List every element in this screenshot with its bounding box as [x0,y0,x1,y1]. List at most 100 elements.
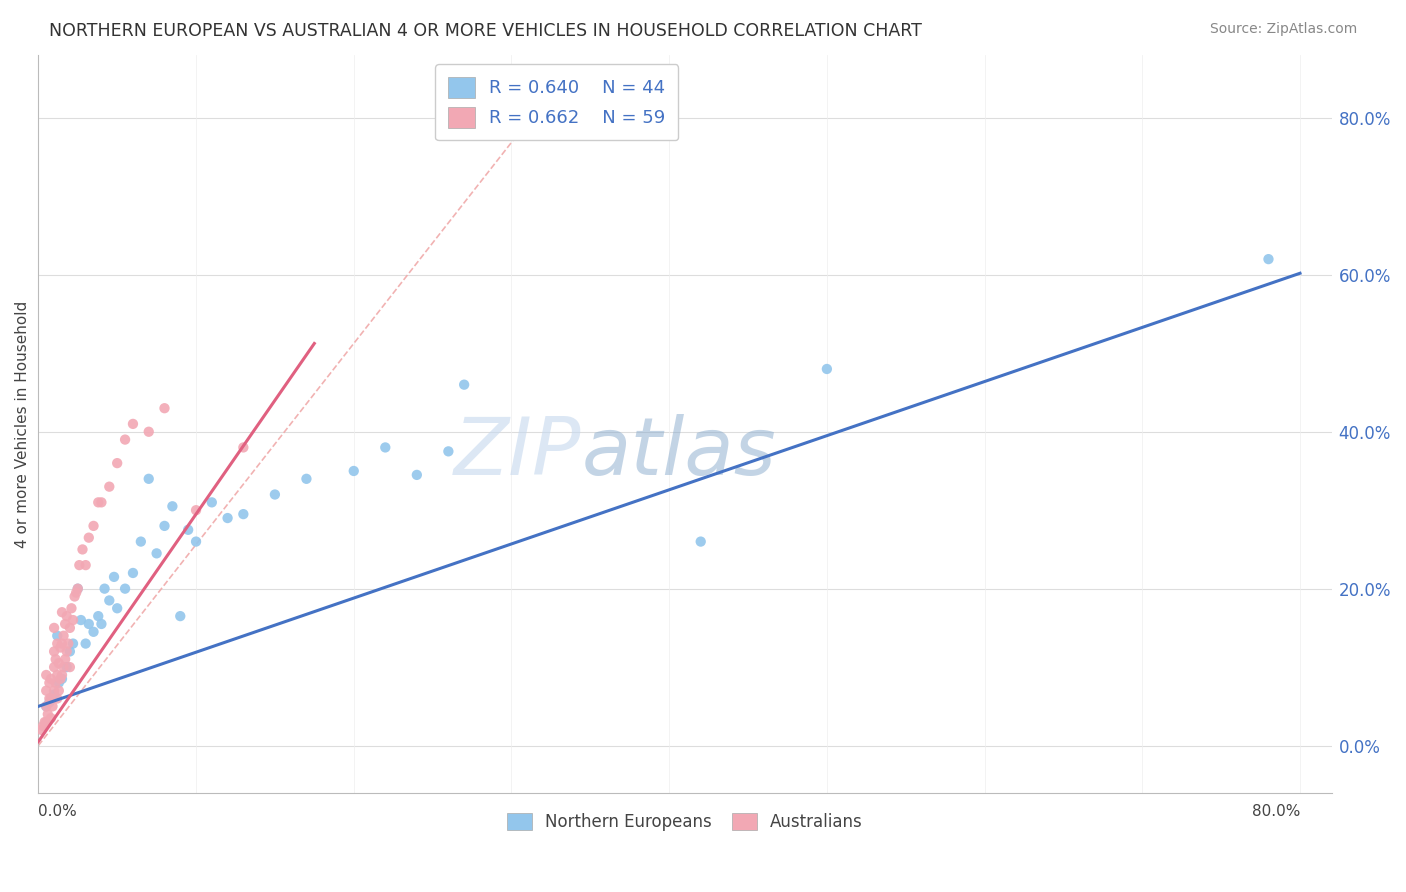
Point [42,683,65,698]
Point [42,660,65,674]
Legend: Northern Europeans, Australians: Northern Europeans, Australians [502,808,868,836]
Point [60,601,83,615]
Point [374,441,396,455]
Point [87,495,110,509]
Point [42,688,65,702]
Point [51,605,73,619]
Point [48,683,70,698]
Point [35,699,58,714]
Text: 0.0%: 0.0% [38,805,77,820]
Point [815,362,838,376]
Point [184,534,207,549]
Point [162,500,184,514]
Point [48,656,70,670]
Point [63,590,86,604]
Point [264,487,287,501]
Point [169,609,191,624]
Point [37,707,59,722]
Point [184,503,207,517]
Point [122,566,145,580]
Point [177,523,200,537]
Point [52,629,75,643]
Point [129,534,152,549]
Point [98,593,121,607]
Point [66,582,89,596]
Point [232,441,254,455]
Point [55,660,77,674]
Point [39,691,62,706]
Point [39,711,62,725]
Point [51,672,73,686]
Point [98,480,121,494]
Point [75,637,97,651]
Point [45,652,67,666]
Point [55,609,77,624]
Point [48,675,70,690]
Text: NORTHERN EUROPEAN VS AUSTRALIAN 4 OR MORE VEHICLES IN HOUSEHOLD CORRELATION CHAR: NORTHERN EUROPEAN VS AUSTRALIAN 4 OR MOR… [49,22,922,40]
Point [343,464,366,478]
Point [35,714,58,729]
Point [77,531,100,545]
Point [59,660,82,674]
Text: 80.0%: 80.0% [1251,805,1301,820]
Point [52,660,75,674]
Point [153,519,176,533]
Point [53,652,76,666]
Point [67,558,90,573]
Point [39,691,62,706]
Point [122,417,145,431]
Point [689,534,711,549]
Point [49,672,72,686]
Point [51,668,73,682]
Point [1257,252,1279,267]
Point [46,629,69,643]
Point [46,637,69,651]
Point [31,723,53,737]
Point [35,668,58,682]
Point [59,644,82,658]
Point [62,637,84,651]
Point [105,456,128,470]
Point [38,691,60,706]
Point [55,644,77,658]
Point [32,719,55,733]
Point [59,621,82,635]
Point [75,558,97,573]
Point [39,672,62,686]
Point [145,546,167,560]
Point [46,691,69,706]
Point [201,495,224,509]
Point [38,675,60,690]
Point [62,613,84,627]
Point [453,377,475,392]
Point [83,624,105,639]
Text: Source: ZipAtlas.com: Source: ZipAtlas.com [1209,22,1357,37]
Point [35,683,58,698]
Point [42,621,65,635]
Point [114,582,136,596]
Point [35,699,58,714]
Point [51,637,73,651]
Point [232,507,254,521]
Text: ZIP: ZIP [454,415,582,492]
Point [138,425,160,439]
Point [72,542,94,557]
Point [405,467,427,482]
Point [49,640,72,655]
Y-axis label: 4 or more Vehicles in Household: 4 or more Vehicles in Household [15,301,30,548]
Point [90,495,112,509]
Point [217,511,239,525]
Point [34,714,56,729]
Point [70,613,93,627]
Point [103,570,125,584]
Point [105,601,128,615]
Point [114,433,136,447]
Point [65,585,87,599]
Point [66,582,89,596]
Point [83,519,105,533]
Point [87,609,110,624]
Text: atlas: atlas [582,415,776,492]
Point [45,675,67,690]
Point [437,444,460,458]
Point [58,637,80,651]
